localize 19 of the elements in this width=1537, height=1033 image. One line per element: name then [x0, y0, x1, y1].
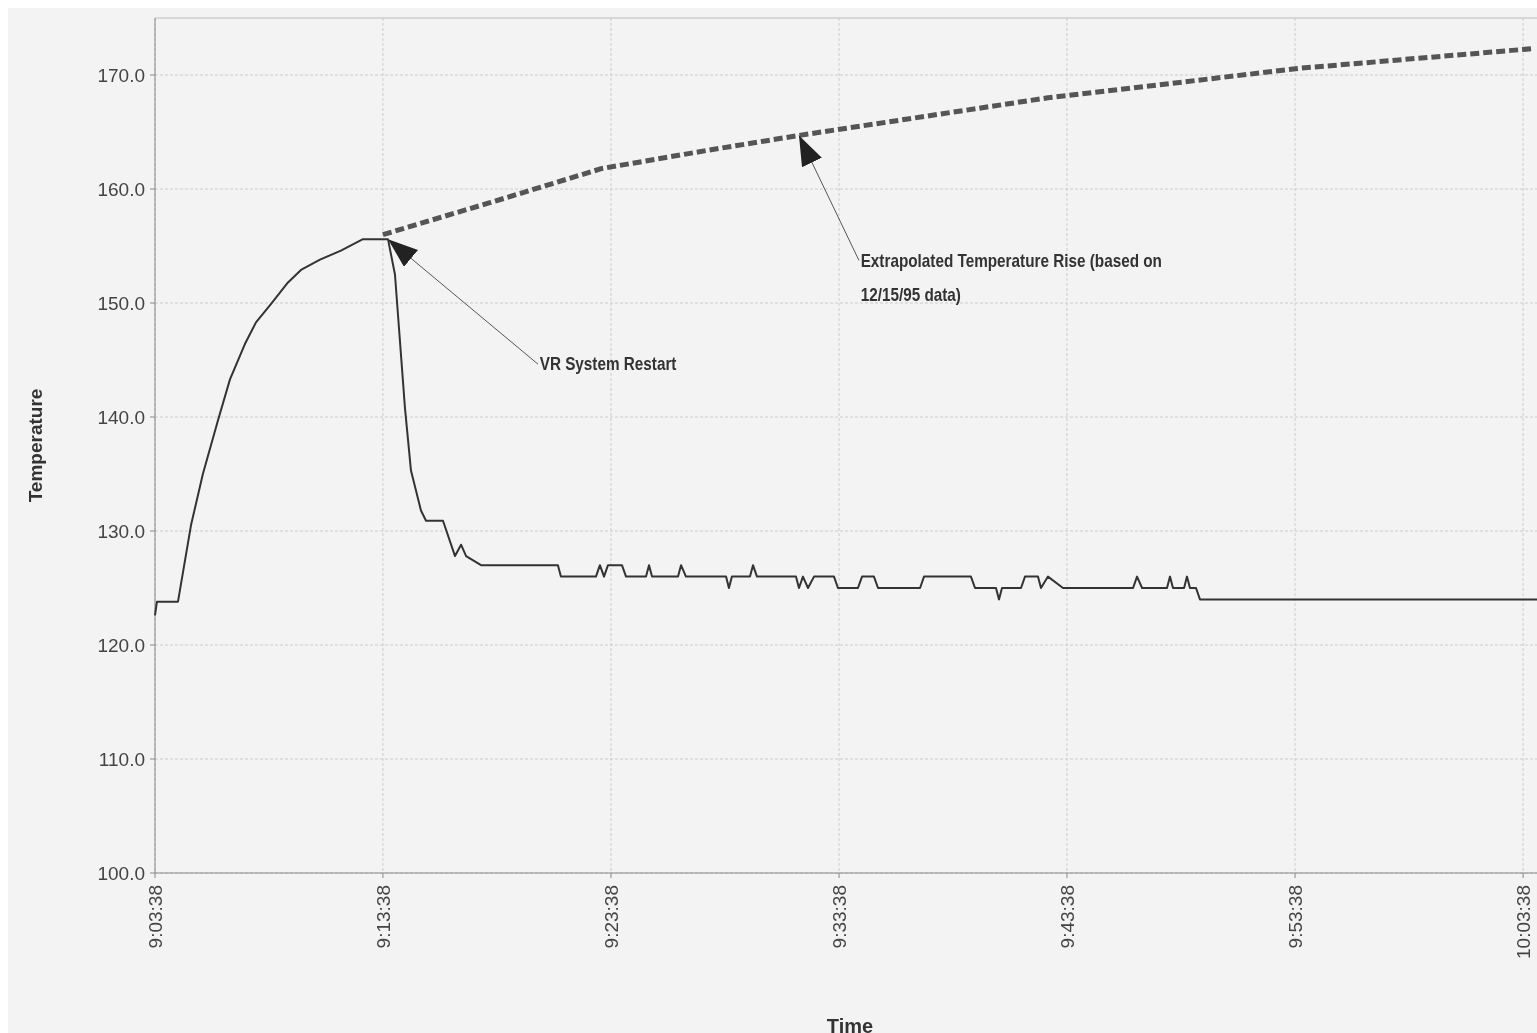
annotation: Extrapolated Temperature Rise (based on 12/15/95 data)	[860, 250, 1162, 306]
x-tick-label: 10:03:38	[1512, 885, 1534, 959]
y-tick-label: 130.0	[97, 520, 145, 542]
y-tick-label: 140.0	[97, 406, 145, 428]
y-tick-label: 160.0	[97, 178, 145, 200]
x-tick-label: 9:43:38	[1056, 885, 1078, 949]
y-axis-title: Temperature	[25, 388, 46, 503]
y-tick-label: 110.0	[98, 748, 145, 770]
x-tick-label: 9:23:38	[600, 885, 622, 949]
y-tick-label: 100.0	[97, 862, 145, 884]
x-tick-label: 9:03:38	[144, 885, 166, 949]
annotation: VR System Restart	[539, 354, 677, 375]
y-tick-label: 170.0	[97, 64, 145, 86]
x-tick-label: 9:13:38	[372, 885, 394, 949]
x-axis-title: Time	[826, 1015, 874, 1033]
x-tick-label: 9:53:38	[1284, 885, 1306, 949]
y-tick-label: 120.0	[97, 634, 145, 656]
x-tick-label: 9:33:38	[828, 885, 850, 949]
y-tick-label: 150.0	[97, 292, 145, 314]
